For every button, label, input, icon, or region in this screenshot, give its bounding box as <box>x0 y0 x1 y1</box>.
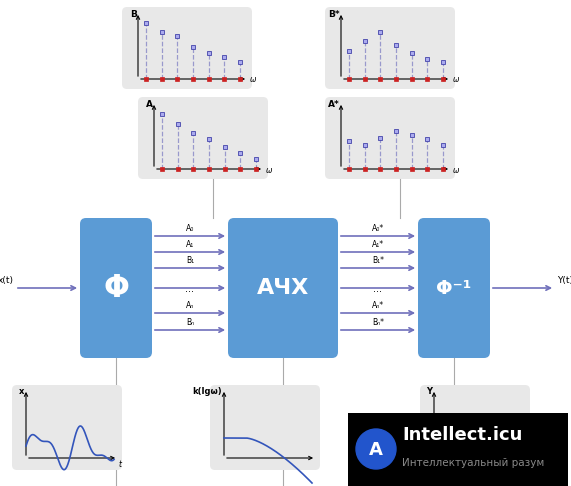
Text: A₀: A₀ <box>186 224 194 233</box>
FancyBboxPatch shape <box>325 97 455 179</box>
Text: A: A <box>369 441 383 459</box>
Text: A₁*: A₁* <box>372 240 384 249</box>
Text: Φ: Φ <box>103 274 129 302</box>
Text: ...: ... <box>186 284 195 294</box>
Text: Y: Y <box>426 387 432 396</box>
Text: ω: ω <box>266 166 272 174</box>
Text: Aₙ*: Aₙ* <box>372 301 384 310</box>
Text: t: t <box>119 460 122 469</box>
FancyBboxPatch shape <box>80 218 152 358</box>
FancyBboxPatch shape <box>210 385 320 470</box>
FancyBboxPatch shape <box>138 97 268 179</box>
Text: Bₙ: Bₙ <box>186 318 194 327</box>
Text: ω: ω <box>453 75 460 85</box>
FancyBboxPatch shape <box>418 218 490 358</box>
Text: Intellect.icu: Intellect.icu <box>402 426 522 444</box>
Text: B: B <box>130 10 137 19</box>
Text: B₁*: B₁* <box>372 256 384 265</box>
Text: A: A <box>146 100 153 109</box>
FancyBboxPatch shape <box>12 385 122 470</box>
Text: Bₙ*: Bₙ* <box>372 318 384 327</box>
Text: B*: B* <box>328 10 340 19</box>
Text: Интеллектуальный разум: Интеллектуальный разум <box>402 458 544 468</box>
Text: k(lgω): k(lgω) <box>192 387 222 396</box>
Text: ω: ω <box>453 166 460 174</box>
Text: A₁: A₁ <box>186 240 194 249</box>
Text: B₁: B₁ <box>186 256 194 265</box>
Text: Y(t): Y(t) <box>557 276 571 285</box>
Text: x(t): x(t) <box>0 276 14 285</box>
FancyBboxPatch shape <box>325 7 455 89</box>
Text: x: x <box>19 387 24 396</box>
FancyBboxPatch shape <box>420 385 530 470</box>
Circle shape <box>356 429 396 469</box>
Text: A₀*: A₀* <box>372 224 384 233</box>
FancyBboxPatch shape <box>228 218 338 358</box>
Text: ...: ... <box>373 284 383 294</box>
Text: Aₙ: Aₙ <box>186 301 194 310</box>
Text: АЧХ: АЧХ <box>257 278 309 298</box>
FancyBboxPatch shape <box>122 7 252 89</box>
Text: A*: A* <box>328 100 340 109</box>
Text: ω: ω <box>250 75 256 85</box>
Bar <box>348 413 568 486</box>
Text: Φ⁻¹: Φ⁻¹ <box>436 278 472 297</box>
